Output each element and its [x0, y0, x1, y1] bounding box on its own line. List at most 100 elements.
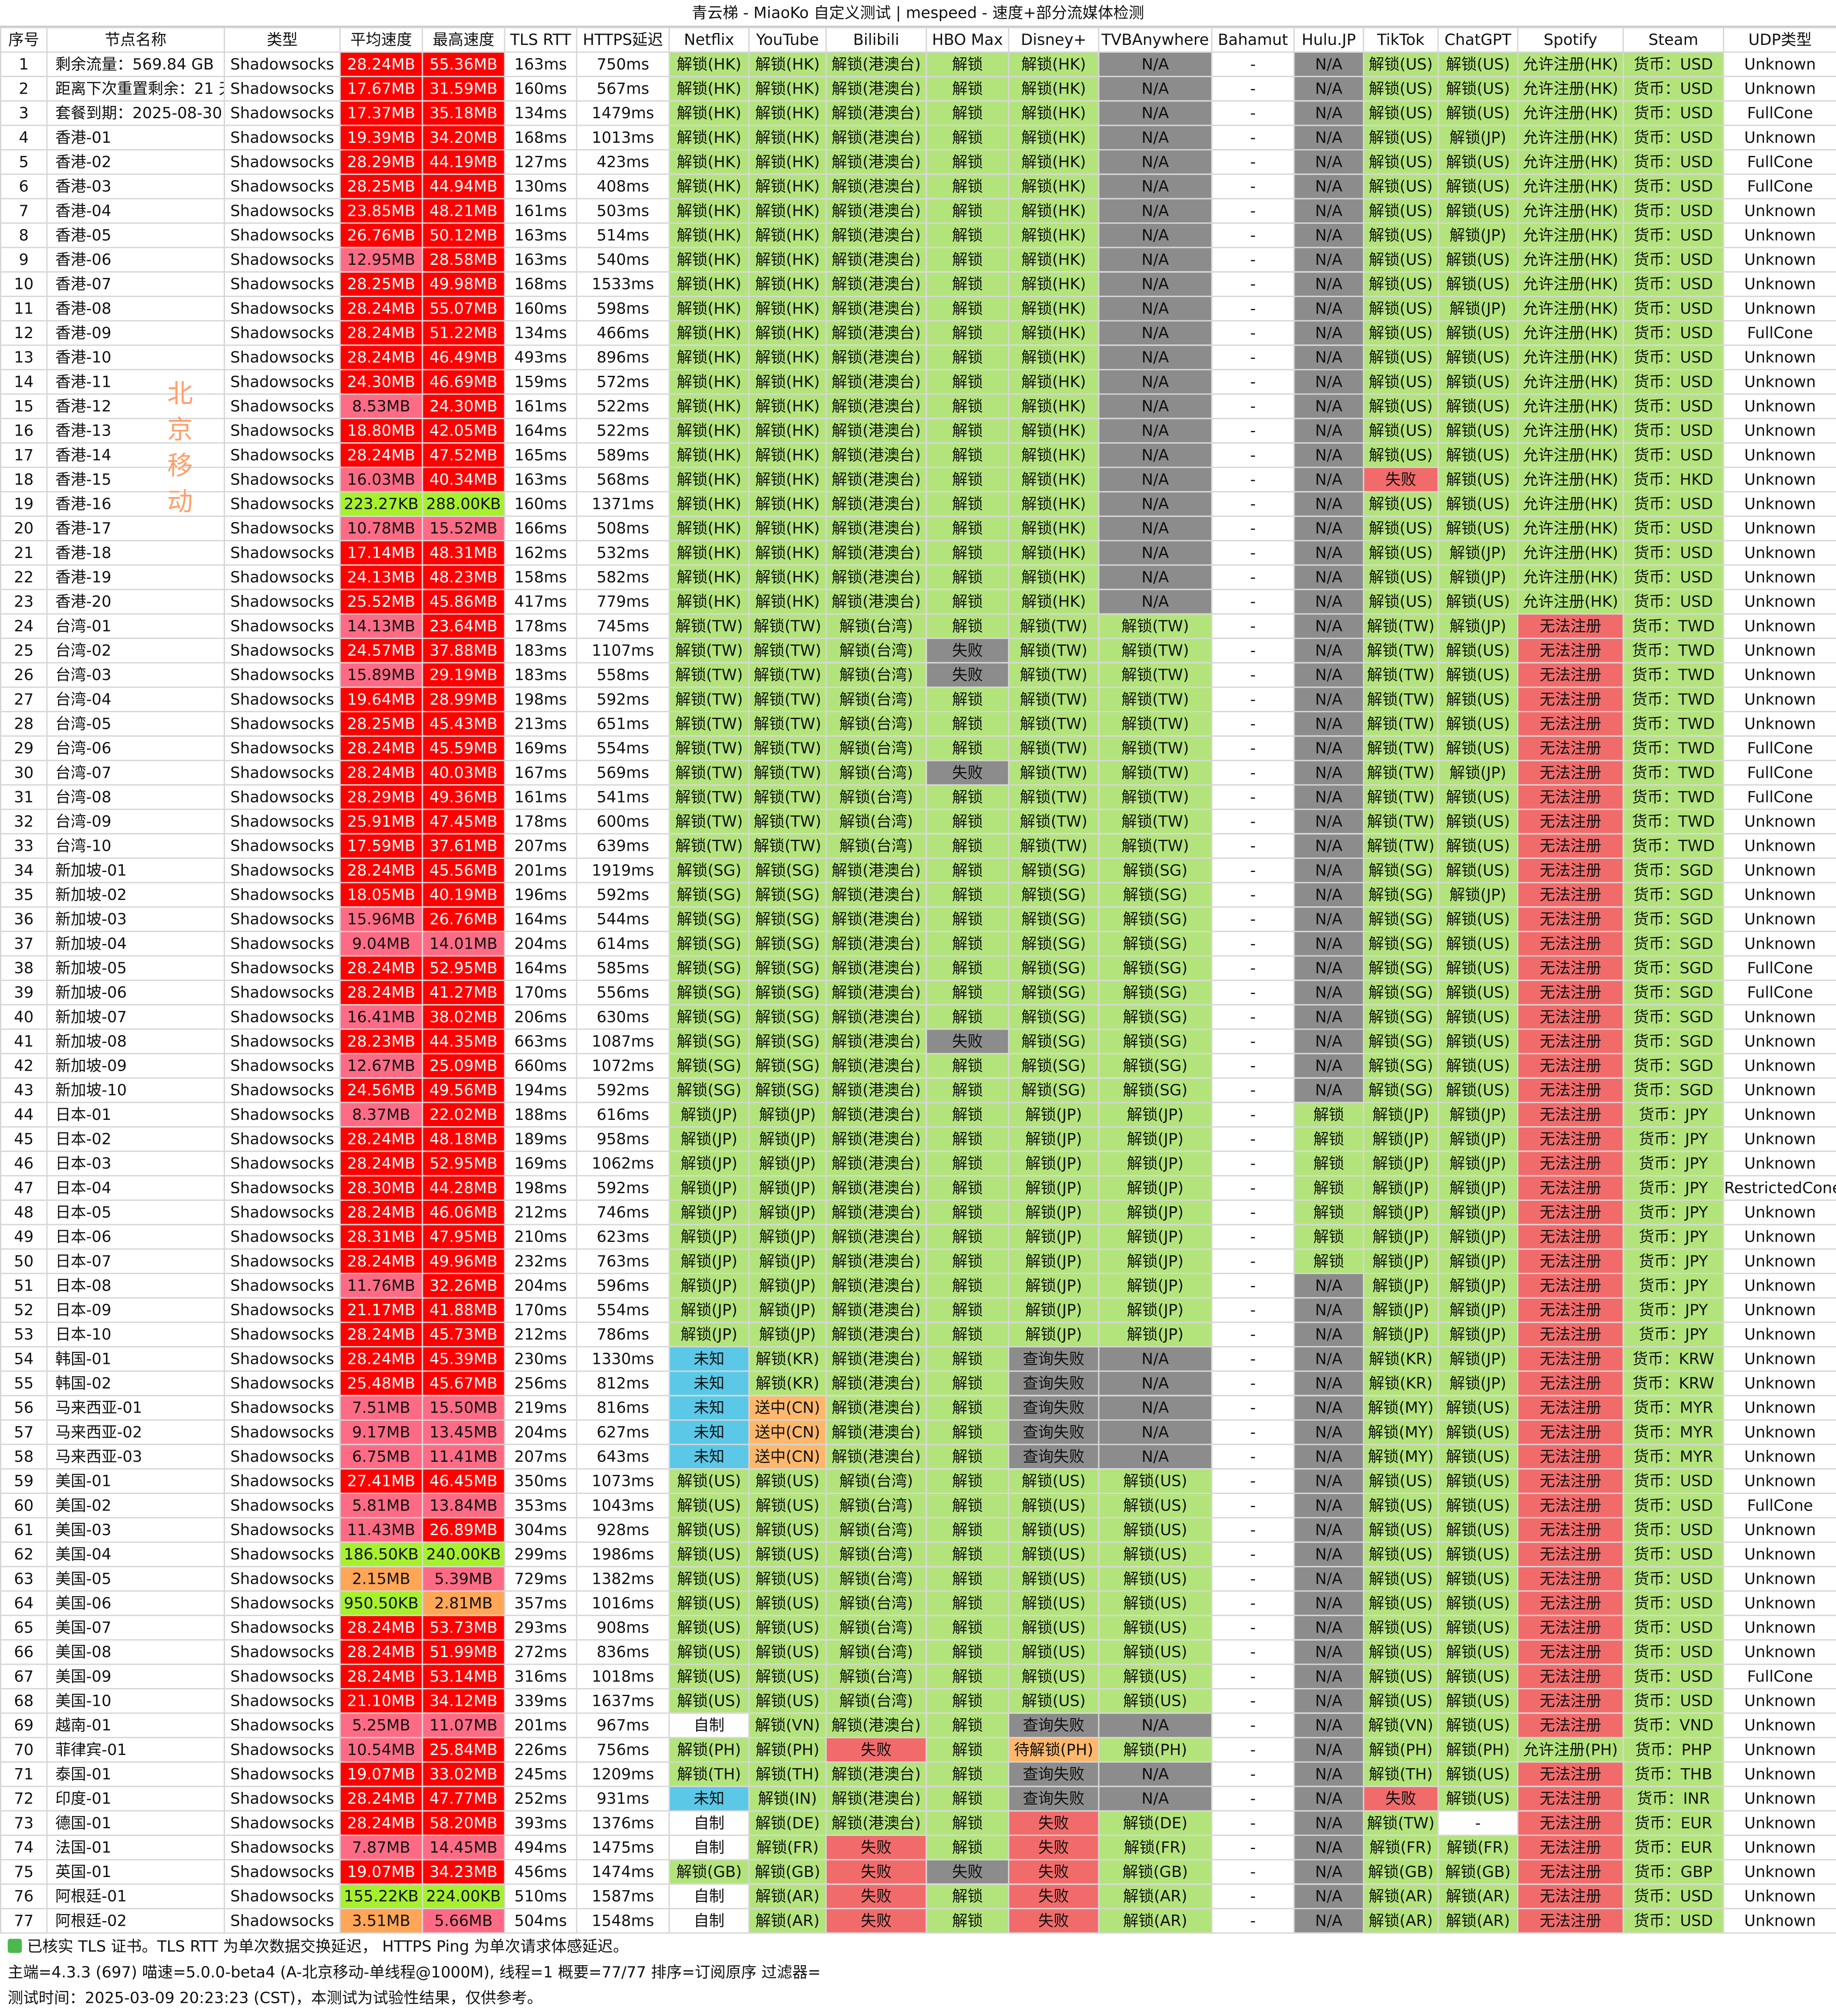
cell-chatgpt: 解锁(US) [1437, 1639, 1519, 1665]
cell-node-name: 新加坡-08 [46, 1028, 225, 1055]
cell-spotify: 无法注册 [1517, 1883, 1624, 1909]
cell-hbo-max: 解锁 [925, 1297, 1009, 1323]
cell-steam: 货币：TWD [1622, 638, 1724, 664]
cell-hulu-jp: N/A [1293, 1639, 1364, 1665]
cell-https-latency: 928ms [576, 1517, 670, 1543]
cell-hbo-max: 解锁 [925, 222, 1009, 248]
cell-avg-speed: 8.53MB [339, 393, 423, 419]
cell-tls-rtt: 170ms [504, 1297, 578, 1323]
cell-youtube: 解锁(JP) [748, 1102, 827, 1128]
cell-bahamut: - [1211, 1395, 1295, 1421]
cell-tls-rtt: 160ms [504, 295, 578, 322]
cell-spotify: 无法注册 [1517, 1615, 1624, 1641]
cell-hulu-jp: N/A [1293, 1322, 1364, 1347]
report-title: 青云梯 - MiaoKo 自定义测试 | mespeed - 速度+部分流媒体检… [0, 0, 1836, 27]
cell-steam: 货币：USD [1622, 1541, 1724, 1567]
cell-steam: 货币：USD [1622, 125, 1724, 151]
cell-spotify: 无法注册 [1517, 1908, 1624, 1934]
cell-node-name: 泰国-01 [46, 1761, 225, 1787]
cell-steam: 货币：SGD [1622, 930, 1724, 957]
cell-netflix: 解锁(US) [668, 1590, 750, 1616]
cell-tiktok: 解锁(SG) [1363, 906, 1439, 932]
cell-tvbanywhere: 解锁(SG) [1098, 930, 1213, 957]
cell-bahamut: - [1211, 100, 1295, 126]
cell-chatgpt: 解锁(US) [1437, 1468, 1519, 1494]
cell-hulu-jp: N/A [1293, 76, 1364, 102]
cell-udp-type: Unknown [1722, 369, 1836, 395]
cell-bahamut: - [1211, 1419, 1295, 1445]
cell-tls-rtt: 210ms [504, 1224, 578, 1250]
cell-bilibili: 解锁(港澳台) [825, 393, 927, 419]
cell-disney-plus: 解锁(SG) [1008, 906, 1100, 932]
cell-node-name: 日本-01 [46, 1102, 225, 1128]
cell-hbo-max: 失败 [925, 1028, 1009, 1055]
cell-disney-plus: 解锁(TW) [1008, 808, 1100, 835]
cell-tiktok: 解锁(TW) [1363, 662, 1439, 688]
cell-spotify: 允许注册(HK) [1517, 589, 1624, 615]
cell-https-latency: 630ms [576, 1004, 670, 1030]
cell-bilibili: 解锁(台湾) [825, 638, 927, 664]
cell-chatgpt: 解锁(JP) [1437, 1200, 1519, 1225]
cell-avg-speed: 9.17MB [339, 1419, 423, 1445]
cell-avg-speed: 28.23MB [339, 1028, 423, 1055]
cell-hulu-jp: N/A [1293, 808, 1364, 835]
cell-netflix: 解锁(TH) [668, 1761, 750, 1787]
cell-tls-rtt: 226ms [504, 1737, 578, 1763]
cell-spotify: 无法注册 [1517, 1150, 1624, 1177]
cell-index: 74 [0, 1834, 48, 1860]
cell-hulu-jp: 解锁 [1293, 1175, 1364, 1201]
cell-max-speed: 35.18MB [422, 100, 506, 126]
cell-bahamut: - [1211, 760, 1295, 786]
cell-spotify: 无法注册 [1517, 1419, 1624, 1445]
cell-bahamut: - [1211, 1322, 1295, 1347]
cell-udp-type: Unknown [1722, 638, 1836, 664]
cell-hulu-jp: N/A [1293, 638, 1364, 664]
table-row: 54 韩国-01 Shadowsocks 28.24MB 45.39MB 230ms 133… [0, 1346, 1836, 1372]
cell-bahamut: - [1211, 980, 1295, 1005]
cell-bahamut: - [1211, 1590, 1295, 1616]
cell-udp-type: Unknown [1722, 1615, 1836, 1641]
cell-netflix: 解锁(US) [668, 1541, 750, 1567]
cell-youtube: 解锁(HK) [748, 51, 827, 78]
cell-hulu-jp: N/A [1293, 589, 1364, 615]
cell-max-speed: 14.01MB [422, 930, 506, 957]
cell-tvbanywhere: N/A [1098, 100, 1213, 126]
cell-node-name: 新加坡-02 [46, 882, 225, 908]
cell-bahamut: - [1211, 906, 1295, 932]
cell-tvbanywhere: 解锁(JP) [1098, 1126, 1213, 1152]
cell-bilibili: 解锁(港澳台) [825, 1224, 927, 1250]
table-row: 38 新加坡-05 Shadowsocks 28.24MB 52.95MB 164ms 58… [0, 955, 1836, 981]
cell-index: 11 [0, 295, 48, 322]
cell-type: Shadowsocks [223, 1492, 341, 1519]
cell-bilibili: 解锁(港澳台) [825, 1126, 927, 1152]
cell-index: 12 [0, 320, 48, 346]
cell-netflix: 解锁(HK) [668, 344, 750, 370]
cell-tls-rtt: 196ms [504, 882, 578, 908]
cell-spotify: 无法注册 [1517, 1126, 1624, 1152]
cell-tiktok: 解锁(TW) [1363, 760, 1439, 786]
footer-time: 测试时间：2025-03-09 20:23:23 (CST)，本测试为试验性结果… [8, 1989, 543, 2007]
cell-spotify: 无法注册 [1517, 1272, 1624, 1299]
cell-spotify: 允许注册(HK) [1517, 222, 1624, 248]
cell-hbo-max: 解锁 [925, 906, 1009, 932]
cell-type: Shadowsocks [223, 1419, 341, 1445]
cell-max-speed: 44.28MB [422, 1175, 506, 1201]
cell-index: 4 [0, 125, 48, 151]
cell-steam: 货币：MYR [1622, 1395, 1724, 1421]
cell-tiktok: 解锁(US) [1363, 198, 1439, 224]
cell-type: Shadowsocks [223, 1810, 341, 1836]
cell-hbo-max: 解锁 [925, 491, 1009, 517]
cell-youtube: 解锁(HK) [748, 320, 827, 346]
cell-bahamut: - [1211, 1883, 1295, 1909]
cell-tiktok: 解锁(US) [1363, 51, 1439, 78]
cell-bahamut: - [1211, 808, 1295, 835]
col-header-udp-type: UDP类型 [1722, 27, 1836, 53]
cell-bilibili: 解锁(港澳台) [825, 125, 927, 151]
cell-tls-rtt: 299ms [504, 1541, 578, 1567]
cell-index: 2 [0, 76, 48, 102]
cell-index: 23 [0, 589, 48, 615]
cell-tls-rtt: 207ms [504, 833, 578, 859]
cell-udp-type: Unknown [1722, 1272, 1836, 1299]
cell-chatgpt: 解锁(US) [1437, 1004, 1519, 1030]
cell-bilibili: 解锁(港澳台) [825, 955, 927, 981]
